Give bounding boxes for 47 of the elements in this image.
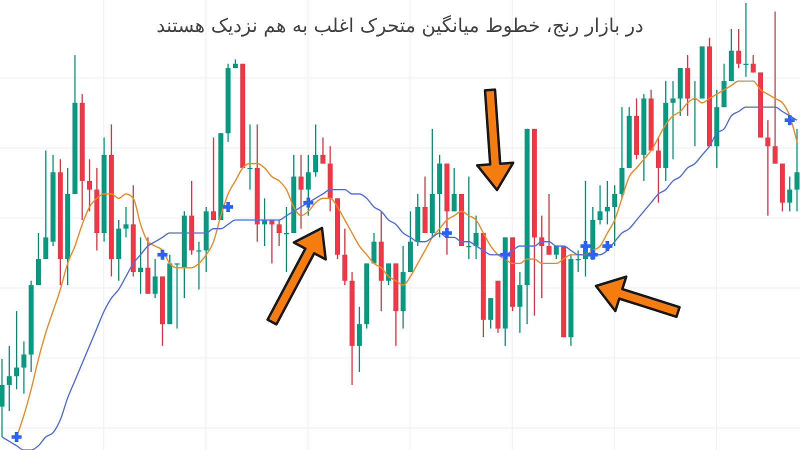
candlestick — [306, 154, 311, 216]
point — [784, 115, 795, 126]
candlestick — [612, 184, 618, 247]
candlestick — [313, 124, 318, 178]
candlestick — [320, 136, 326, 164]
candlestick — [262, 198, 268, 247]
candlestick — [21, 340, 26, 394]
candlestick — [787, 176, 792, 212]
candlestick — [298, 154, 304, 230]
candlestick — [124, 206, 128, 238]
candlestick — [6, 345, 12, 412]
candlestick — [794, 128, 800, 212]
candlestick — [765, 120, 770, 216]
candlestick — [546, 193, 552, 256]
candlestick — [452, 167, 457, 212]
candlestick — [736, 28, 742, 69]
point — [303, 198, 314, 208]
candlestick — [138, 236, 144, 294]
candlestick — [152, 258, 158, 299]
candlestick — [554, 245, 559, 260]
candlestick — [43, 150, 48, 260]
candlestick — [269, 219, 274, 264]
point — [602, 241, 612, 252]
candlestick — [371, 232, 376, 264]
candlestick — [772, 11, 778, 164]
candlestick — [0, 358, 4, 438]
candlestick — [14, 310, 20, 390]
point — [500, 250, 510, 260]
candlestick — [356, 306, 362, 373]
point — [588, 250, 598, 260]
candlestick — [576, 250, 581, 273]
candlestick — [517, 271, 522, 334]
candlestick — [211, 136, 216, 221]
point — [223, 202, 234, 212]
point — [442, 228, 452, 238]
candlestick — [276, 219, 282, 247]
candlestick — [670, 80, 676, 160]
point — [12, 432, 22, 442]
candlestick — [488, 297, 494, 330]
candlestick — [87, 158, 92, 212]
candlestick — [656, 136, 661, 204]
candlestick — [598, 184, 603, 225]
candlestick — [474, 215, 479, 260]
candlestick — [604, 180, 610, 225]
text: در بازار رنج، خطوط میانگین متحرک اغلب به هم نزدیک هستند — [156, 14, 644, 37]
point — [580, 241, 590, 252]
point — [157, 250, 168, 260]
